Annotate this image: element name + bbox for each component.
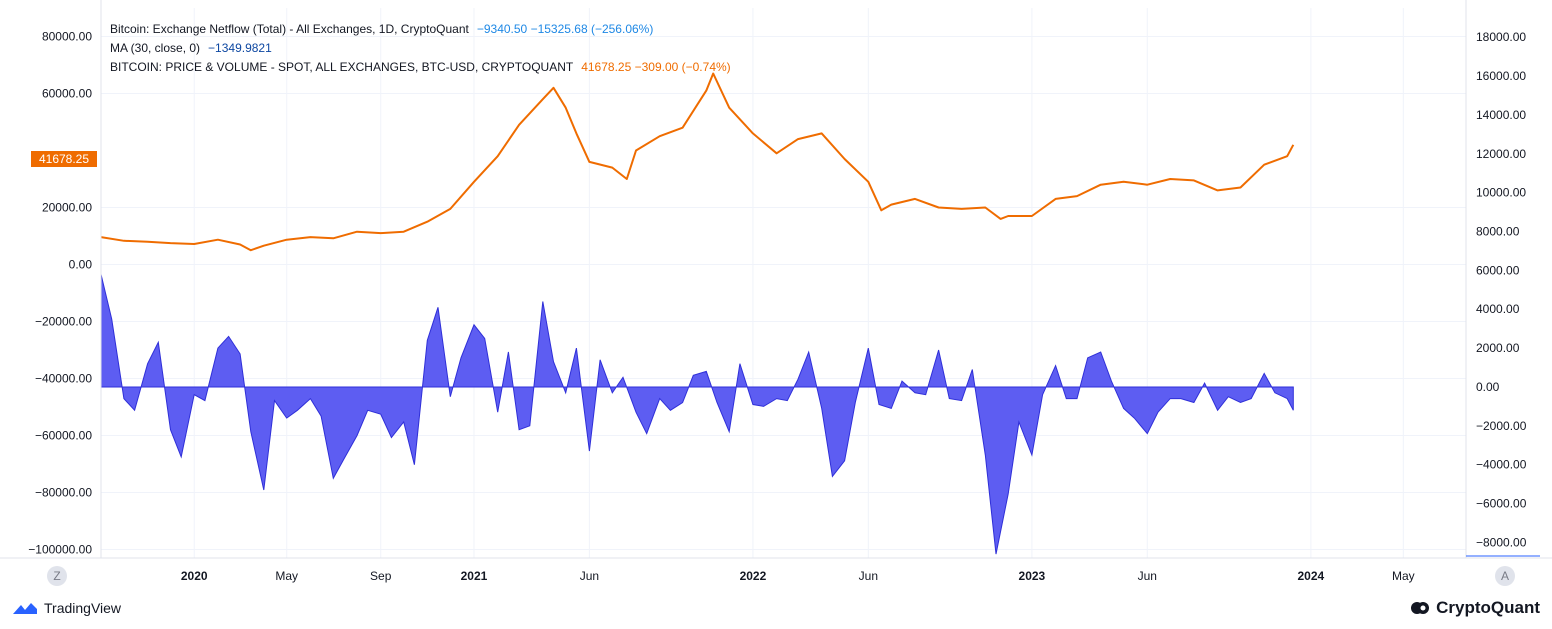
right-axis-tick-4: 10000.00 (1476, 186, 1526, 200)
auto-scale-left-button[interactable]: Z (47, 566, 67, 586)
auto-scale-right-button[interactable]: A (1495, 566, 1515, 586)
tradingview-logo[interactable]: TradingView (12, 600, 121, 616)
left-axis-tick-0: 80000.00 (42, 29, 92, 43)
legend-price-row[interactable]: BITCOIN: PRICE & VOLUME - SPOT, ALL EXCH… (110, 58, 731, 77)
x-axis-tick-2: Sep (370, 569, 392, 583)
right-axis-tick-5: 8000.00 (1476, 224, 1520, 238)
right-axis-tick-9: 0.00 (1476, 380, 1500, 394)
left-price-axis[interactable]: 80000.00 60000.00 20000.00 0.00 −20000.00 −40… (28, 29, 92, 556)
right-axis-tick-8: 2000.00 (1476, 341, 1520, 355)
legend-netflow-row[interactable]: Bitcoin: Exchange Netflow (Total) - All … (110, 20, 731, 39)
chart-frame (0, 0, 1552, 559)
cryptoquant-icon (1411, 602, 1430, 614)
left-axis-tick-1: 60000.00 (42, 86, 92, 100)
x-axis-tick-0: 2020 (181, 569, 208, 583)
netflow-area (100, 274, 1294, 555)
legend-price-title: BITCOIN: PRICE & VOLUME - SPOT, ALL EXCH… (110, 60, 574, 74)
tradingview-wordmark: TradingView (44, 600, 122, 616)
last-price-badge: 41678.25 (31, 151, 97, 167)
right-axis-tick-10: −2000.00 (1476, 419, 1527, 433)
left-axis-tick-2: 20000.00 (42, 200, 92, 214)
right-axis-tick-1: 16000.00 (1476, 69, 1526, 83)
price-series (100, 72, 1295, 252)
x-axis-tick-1: May (275, 569, 298, 583)
x-axis-tick-5: 2022 (740, 569, 767, 583)
x-axis-tick-7: 2023 (1019, 569, 1046, 583)
legend-ma-value: −1349.9821 (208, 41, 272, 55)
left-axis-tick-7: −80000.00 (35, 485, 92, 499)
legend-netflow-values: −9340.50 −15325.68 (−256.06%) (476, 22, 654, 36)
chart-legend: Bitcoin: Exchange Netflow (Total) - All … (110, 20, 731, 77)
netflow-series (100, 274, 1294, 555)
right-axis-tick-13: −8000.00 (1476, 535, 1527, 549)
left-axis-tick-5: −40000.00 (35, 371, 92, 385)
left-axis-tick-3: 0.00 (69, 257, 93, 271)
right-axis-tick-3: 12000.00 (1476, 147, 1526, 161)
legend-price-values: 41678.25 −309.00 (−0.74%) (581, 60, 731, 74)
x-axis-tick-6: Jun (859, 569, 878, 583)
tradingview-icon (13, 603, 37, 614)
left-axis-tick-4: −20000.00 (35, 314, 92, 328)
right-axis-tick-7: 4000.00 (1476, 302, 1520, 316)
left-axis-tick-6: −60000.00 (35, 428, 92, 442)
legend-netflow-title: Bitcoin: Exchange Netflow (Total) - All … (110, 22, 469, 36)
right-axis-tick-6: 6000.00 (1476, 263, 1520, 277)
x-axis-tick-10: May (1392, 569, 1415, 583)
left-axis-tick-8: −100000.00 (28, 542, 92, 556)
right-netflow-axis[interactable]: 18000.00 16000.00 14000.00 12000.00 10000.00… (1476, 30, 1527, 549)
price-line (100, 72, 1295, 252)
legend-ma-title: MA (30, close, 0) (110, 41, 201, 55)
legend-ma-row[interactable]: MA (30, close, 0) −1349.9821 (110, 39, 731, 58)
grid-lines (101, 8, 1466, 558)
right-axis-tick-11: −4000.00 (1476, 458, 1527, 472)
x-axis-tick-9: 2024 (1298, 569, 1325, 583)
cryptoquant-logo[interactable]: CryptoQuant (1410, 598, 1540, 618)
right-axis-tick-0: 18000.00 (1476, 30, 1526, 44)
x-axis-tick-8: Jun (1138, 569, 1157, 583)
right-axis-tick-12: −6000.00 (1476, 497, 1527, 511)
time-axis[interactable]: 2020 May Sep 2021 Jun 2022 Jun 2023 Jun 2024 May (181, 569, 1415, 583)
right-axis-tick-2: 14000.00 (1476, 108, 1526, 122)
cryptoquant-wordmark: CryptoQuant (1436, 598, 1540, 617)
x-axis-tick-3: 2021 (461, 569, 488, 583)
x-axis-tick-4: Jun (580, 569, 599, 583)
